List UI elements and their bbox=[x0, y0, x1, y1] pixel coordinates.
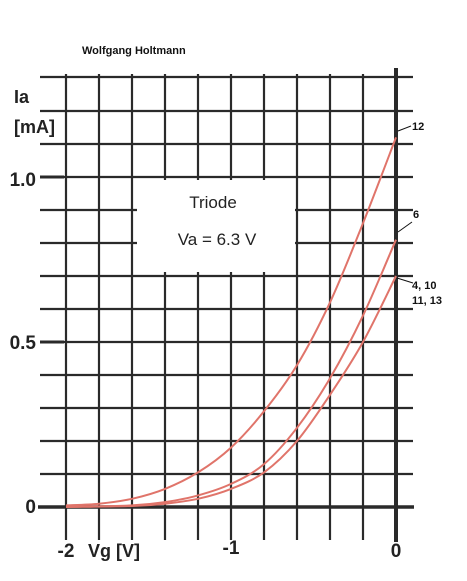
curves bbox=[65, 137, 397, 508]
x-axis-title: Vg [V] bbox=[88, 541, 140, 561]
curve-4-10 bbox=[65, 275, 397, 508]
curve-label-6: 6 bbox=[413, 209, 419, 221]
legend-box bbox=[137, 180, 295, 272]
x-tick-label-minus-2: -2 bbox=[58, 541, 75, 562]
grid bbox=[40, 74, 413, 540]
curve-12 bbox=[65, 137, 397, 507]
chart-subtitle: Va = 6.3 V bbox=[178, 230, 257, 249]
curve-label-11-13: 11, 13 bbox=[412, 295, 442, 307]
curve-label-12: 12 bbox=[412, 121, 424, 133]
y-axis-title-line2: [mA] bbox=[14, 117, 55, 137]
x-tick-label-minus-1: -1 bbox=[223, 538, 240, 559]
y-tick-label-0.5: 0.5 bbox=[10, 333, 37, 354]
y-axis-title-line1: Ia bbox=[14, 87, 30, 107]
y-tick-label-0: 0 bbox=[25, 497, 36, 518]
chart-title: Triode bbox=[189, 193, 237, 212]
curve-label-4-10: 4, 10 bbox=[412, 280, 436, 292]
x-tick-label-0: 0 bbox=[391, 541, 402, 562]
curve-pointer-6 bbox=[397, 221, 413, 233]
curve-pointer-4-10 bbox=[396, 277, 414, 284]
author-label: Wolfgang Holtmann bbox=[82, 45, 186, 57]
y-tick-label-1.0: 1.0 bbox=[10, 170, 36, 191]
curve-pointer-12 bbox=[397, 125, 412, 132]
